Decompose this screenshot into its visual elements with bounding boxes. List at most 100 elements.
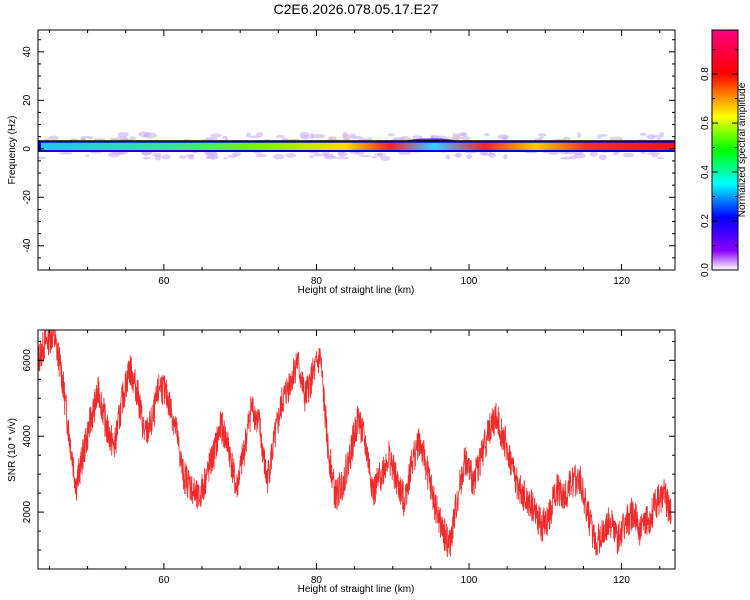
colorbar-tick-label: 0.6: [700, 116, 711, 130]
spectral-halo-blob: [142, 156, 151, 160]
colorbar-tick-label: 0.4: [700, 165, 711, 179]
spectral-halo-blob: [657, 156, 664, 160]
spectral-halo-blob: [651, 154, 658, 158]
spectral-halo-blob: [161, 154, 172, 160]
y-tick-label: 40: [22, 46, 33, 58]
x-tick-label: 100: [461, 575, 478, 586]
spectrogram-y-ticks: -40 -20 0 20 40: [22, 39, 675, 271]
spectral-halo-blob: [255, 154, 267, 158]
snr-plot-area: [38, 330, 675, 569]
snr-y-label: SNR (10 * v/v): [7, 418, 18, 482]
y-tick-label: 4000: [22, 425, 33, 448]
spectral-halo-blob: [179, 155, 187, 159]
spectral-halo-blob: [589, 151, 598, 157]
spectral-halo-blob: [371, 155, 377, 159]
spectral-halo-blob: [58, 152, 73, 155]
spectral-halo-blob: [358, 155, 372, 158]
x-tick-label: 80: [311, 276, 323, 287]
spectral-halo-blob: [538, 136, 545, 139]
spectrogram-frame: [37, 29, 676, 271]
spectral-halo-blob: [599, 154, 607, 161]
spectral-halo-blob: [337, 151, 348, 157]
spectral-halo-blob: [256, 131, 264, 138]
colorbar-tick-label: 0.8: [700, 67, 711, 81]
spectral-halo-blob: [376, 152, 384, 157]
y-tick-label: 0: [22, 146, 33, 152]
spectral-halo-blob: [457, 132, 467, 137]
spectral-halo-blob: [560, 156, 572, 160]
colorbar-gradient: [711, 29, 739, 271]
spectral-halo-blob: [187, 154, 195, 160]
spectral-halo-blob: [109, 137, 118, 140]
spectral-halo-blob: [325, 155, 337, 158]
spectral-halo-blob: [596, 135, 602, 139]
y-tick-label: -20: [22, 190, 33, 205]
spectral-halo-blob: [138, 131, 151, 138]
spectral-halo-blob: [503, 154, 508, 160]
spectral-halo-blob: [484, 132, 490, 137]
spectral-halo-blob: [205, 137, 218, 141]
spectral-halo-blob: [223, 157, 228, 160]
snr-marks: [38, 330, 672, 558]
spectral-halo-blob: [38, 156, 46, 160]
colorbar-tick-label: 0.0: [700, 263, 711, 277]
snr-series-line: [38, 330, 672, 558]
spectral-halo-blob: [639, 132, 647, 136]
spectral-halo-blob: [272, 153, 285, 160]
spectral-halo-blob: [380, 155, 391, 161]
spectral-halo-blob: [83, 135, 90, 139]
x-tick-label: 60: [158, 575, 170, 586]
spectral-halo-blob: [284, 153, 297, 158]
spectral-halo-blob: [622, 152, 635, 158]
spectrogram-y-label: Frequency (Hz): [7, 116, 18, 185]
spectral-halo-blob: [308, 155, 315, 158]
spectral-halo-blob: [573, 153, 586, 159]
spectrogram-panel: 60 80 100 120 -40 -20 0 20 40 Height of straigh…: [7, 29, 676, 296]
spectrogram-x-ticks: 60 80 100 120: [48, 30, 661, 287]
snr-x-ticks: 60 80 100 120: [48, 330, 661, 586]
spectral-halo-blob: [108, 152, 121, 158]
y-tick-label: 2000: [22, 501, 33, 524]
snr-x-label: Height of straight line (km): [298, 584, 415, 595]
spectral-halo-blob: [152, 152, 162, 158]
spectral-halo-blob: [335, 156, 349, 160]
x-tick-label: 100: [461, 276, 478, 287]
spectral-halo-blob: [320, 154, 329, 157]
spectral-halo-blob: [299, 131, 310, 138]
y-tick-label: 20: [22, 94, 33, 106]
snr-frame: [37, 329, 676, 570]
spectral-halo-blob: [84, 154, 90, 157]
figure-title: C2E6.2026.078.05.17.E27: [273, 1, 438, 17]
spectral-halo-blob: [350, 136, 364, 139]
x-tick-label: 60: [158, 276, 170, 287]
y-tick-label: -40: [22, 238, 33, 253]
spectral-halo-blob: [577, 132, 582, 138]
spectral-halo-blob: [48, 135, 60, 141]
spectral-halo-blob: [311, 133, 326, 139]
spectral-halo-blob: [452, 133, 457, 136]
spectral-halo-blob: [93, 138, 106, 141]
spectral-halo-blob: [246, 132, 251, 138]
spectral-band: [41, 142, 675, 150]
spectral-halo-blob: [453, 154, 460, 157]
spectral-halo-blob: [466, 154, 473, 160]
colorbar-tick-label: 0.2: [700, 214, 711, 228]
spectral-halo-blob: [129, 136, 136, 141]
spectral-halo-blob: [656, 137, 662, 140]
spectral-halo-blob: [313, 152, 322, 157]
snr-y-ticks: 2000 4000 6000: [22, 340, 675, 551]
spectral-halo-blob: [497, 134, 510, 140]
spectrogram-x-label: Height of straight line (km): [298, 285, 415, 296]
spectral-halo-blob: [387, 133, 395, 137]
spectral-halo-blob: [537, 133, 547, 137]
x-tick-label: 80: [311, 575, 323, 586]
spectral-halo-blob: [192, 151, 198, 154]
spectral-halo-blob: [342, 134, 351, 140]
x-tick-label: 120: [613, 575, 630, 586]
spectral-halo-blob: [205, 151, 218, 156]
colorbar-ticks: 0.0 0.2 0.4 0.6 0.8: [700, 49, 738, 277]
spectral-halo-blob: [232, 152, 242, 157]
spectral-halo-blob: [309, 133, 315, 139]
colorbar-label: Normalized spectral amplitude: [737, 82, 748, 217]
